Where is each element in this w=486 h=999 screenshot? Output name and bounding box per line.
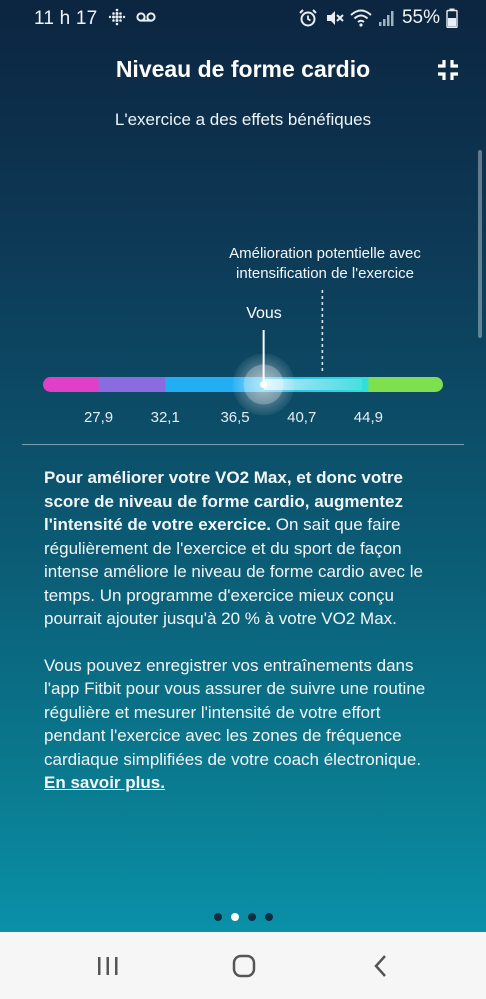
recents-button[interactable] xyxy=(88,952,128,980)
status-bar: 11 h 17 xyxy=(0,0,486,34)
tick-label: 27,9 xyxy=(84,409,113,426)
cardio-fitness-scale: 27,9 32,1 36,5 40,7 44,9 xyxy=(43,290,443,426)
learn-more-link[interactable]: En savoir plus. xyxy=(44,773,165,792)
back-button[interactable] xyxy=(362,952,402,980)
battery-icon xyxy=(446,8,458,28)
page-dot[interactable] xyxy=(213,913,222,921)
paragraph-1-text: On sait que faire régulièrement de l'exe… xyxy=(44,515,423,628)
potential-improvement-label: Amélioration potentielle avec intensific… xyxy=(229,245,421,282)
tick-label: 32,1 xyxy=(151,409,180,426)
alarm-icon xyxy=(299,9,317,27)
status-right-icons: 55% xyxy=(298,7,458,29)
fitbit-icon xyxy=(108,8,126,26)
improvement-range xyxy=(263,379,363,390)
home-icon xyxy=(232,954,256,978)
mute-icon xyxy=(326,11,344,25)
scale-segment xyxy=(43,377,100,392)
paragraph-2-text: Vous pouvez enregistrer vos entraînement… xyxy=(44,655,426,769)
page-dot[interactable] xyxy=(247,913,256,921)
paragraph-1: Pour améliorer votre VO2 Max, et donc vo… xyxy=(44,466,444,631)
collapse-button[interactable] xyxy=(436,58,460,82)
paragraph-2: Vous pouvez enregistrer vos entraînement… xyxy=(44,654,444,795)
page-dot[interactable] xyxy=(230,913,239,921)
status-left-icons xyxy=(108,8,156,26)
signal-icon xyxy=(378,11,394,26)
recents-icon xyxy=(98,957,118,975)
page-title: Niveau de forme cardio xyxy=(115,56,371,82)
tick-label: 40,7 xyxy=(287,409,316,426)
voicemail-icon xyxy=(136,12,156,22)
status-time: 11 h 17 xyxy=(34,8,98,29)
scale-segment xyxy=(368,377,443,392)
scale-segment xyxy=(165,377,236,392)
page-dot[interactable] xyxy=(264,913,273,921)
paragraph-1-bold: Pour améliorer votre VO2 Max, et donc vo… xyxy=(44,468,404,534)
scrollbar[interactable] xyxy=(478,150,482,338)
tick-label: 44,9 xyxy=(354,409,383,426)
back-icon xyxy=(374,955,386,977)
battery-percent: 55% xyxy=(401,7,440,28)
scale-segment xyxy=(98,377,166,392)
collapse-icon xyxy=(438,60,458,80)
subtitle: L'exercice a des effets bénéfiques xyxy=(114,110,372,129)
home-button[interactable] xyxy=(224,952,264,980)
tick-label: 36,5 xyxy=(220,409,249,426)
page-indicator xyxy=(0,913,486,921)
header: Niveau de forme cardio xyxy=(0,52,486,92)
navigation-bar xyxy=(0,932,486,999)
you-label: Vous xyxy=(246,305,282,322)
divider xyxy=(22,444,464,445)
description: Pour améliorer votre VO2 Max, et donc vo… xyxy=(44,466,444,818)
wifi-icon xyxy=(350,9,372,27)
you-marker-dot xyxy=(260,381,268,388)
